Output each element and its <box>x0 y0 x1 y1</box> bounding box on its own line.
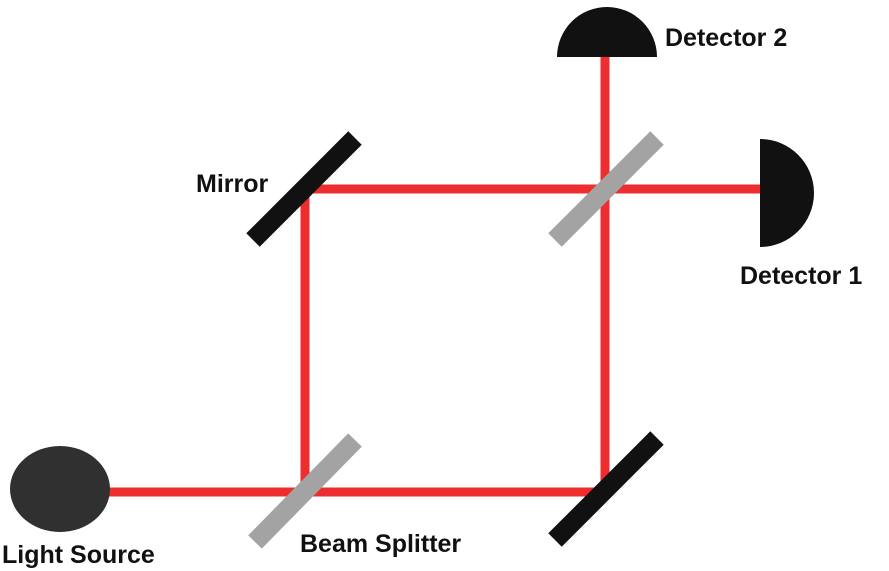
beam-splitter-output <box>548 131 664 247</box>
mirror-bottom-right <box>548 431 664 547</box>
detector-2 <box>557 7 657 57</box>
light-source <box>10 446 110 532</box>
mirror-top-left <box>246 131 362 247</box>
laser-beams <box>108 57 760 497</box>
detector-1-label: Detector 1 <box>740 262 862 290</box>
mirror-label: Mirror <box>196 170 269 198</box>
beam-splitter-input <box>248 433 362 549</box>
beam-splitter-label: Beam Splitter <box>300 530 461 558</box>
light-source-label: Light Source <box>2 541 155 569</box>
detector-1 <box>760 139 814 247</box>
detector-2-label: Detector 2 <box>665 24 787 52</box>
